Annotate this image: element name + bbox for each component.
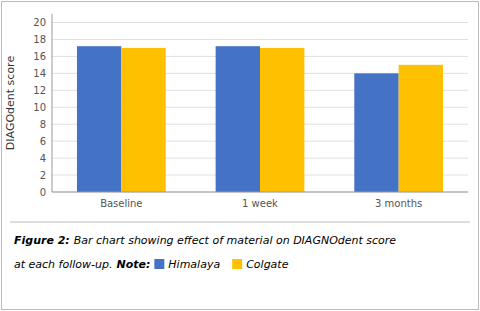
y-tick-label: 18 bbox=[33, 34, 46, 45]
caption-note: Note: bbox=[116, 258, 150, 271]
bar bbox=[260, 48, 304, 192]
bars bbox=[77, 46, 443, 192]
separator bbox=[10, 222, 470, 223]
bar bbox=[216, 46, 260, 192]
bar bbox=[399, 65, 443, 192]
y-tick-label: 0 bbox=[40, 187, 46, 198]
legend-entry: Himalaya bbox=[168, 258, 220, 271]
border bbox=[2, 2, 479, 310]
y-axis-label: DIAGOdent score bbox=[4, 56, 17, 151]
y-tick-label: 6 bbox=[40, 136, 46, 147]
caption-line: at each follow-up. Note: bbox=[14, 258, 150, 271]
y-tick-label: 16 bbox=[33, 51, 46, 62]
x-tick-label: 3 months bbox=[375, 198, 422, 209]
x-axis-line bbox=[52, 192, 468, 193]
y-tick-label: 12 bbox=[33, 85, 46, 96]
legend-swatch bbox=[232, 259, 242, 269]
bar bbox=[77, 46, 121, 192]
caption-text: at each follow-up. bbox=[14, 258, 112, 271]
caption-label: Figure 2: bbox=[14, 234, 70, 247]
y-tick-label: 2 bbox=[40, 170, 46, 181]
grid-line bbox=[52, 39, 468, 40]
x-tick-label: Baseline bbox=[100, 198, 142, 209]
legend-entry: Colgate bbox=[246, 258, 289, 271]
grid-line bbox=[52, 192, 468, 193]
y-tick-label: 14 bbox=[33, 68, 46, 79]
bar bbox=[354, 73, 398, 192]
y-tick-label: 4 bbox=[40, 153, 46, 164]
caption-text: Bar chart showing effect of material on … bbox=[74, 234, 397, 247]
y-axis-line bbox=[52, 14, 53, 192]
y-tick-label: 8 bbox=[40, 119, 46, 130]
legend-swatch bbox=[154, 259, 164, 269]
y-tick-label: 20 bbox=[33, 17, 46, 28]
grid-line bbox=[52, 22, 468, 23]
x-tick-label: 1 week bbox=[242, 198, 278, 209]
chart: 0 2 4 6 8 10 12 14 16 18 20 DIAGOdent score Baseline… bbox=[0, 0, 480, 311]
y-tick-label: 10 bbox=[33, 102, 46, 113]
caption-line: Figure 2: Bar chart showing effect of mat… bbox=[14, 234, 396, 247]
bar bbox=[121, 48, 165, 192]
